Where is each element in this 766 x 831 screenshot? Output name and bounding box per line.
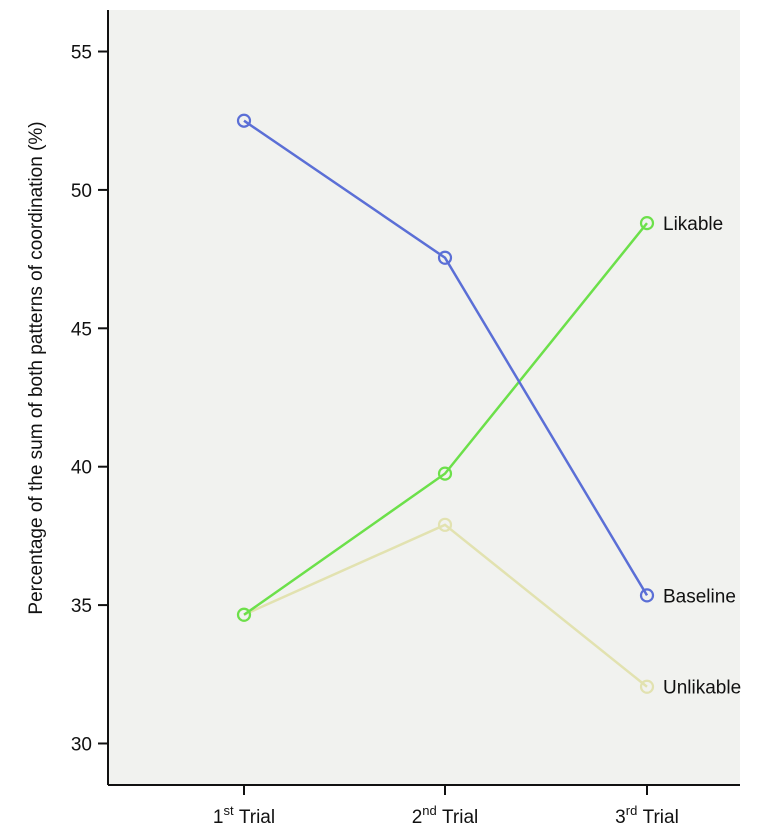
x-tick-label-word: Trial (637, 807, 679, 828)
data-point-likable (236, 607, 252, 622)
y-tick-label: 45 (71, 319, 92, 340)
series-labels: Baseline Likable Unlikable (663, 214, 741, 699)
x-tick-label: 1st Trial (213, 803, 275, 828)
x-tick-label-number: 1 (213, 807, 224, 828)
series-label-likable: Likable (663, 214, 723, 235)
y-tick-label: 35 (71, 596, 92, 617)
x-axis-ticks: 1st Trial 2nd Trial 3rd Trial (213, 785, 679, 828)
data-point-likable (437, 466, 453, 481)
series-label-baseline: Baseline (663, 586, 736, 607)
x-tick-label-number: 2 (412, 807, 423, 828)
data-point-likable (639, 216, 655, 231)
data-point-unlikable (437, 517, 453, 532)
y-axis-ticks: 30 35 40 45 50 55 (71, 43, 108, 755)
data-point-baseline (236, 113, 252, 128)
series-line-baseline (243, 119, 649, 597)
data-point-baseline (437, 250, 453, 265)
series-line-likable (243, 222, 648, 616)
x-tick-label-word: Trial (437, 807, 479, 828)
y-tick-label: 50 (71, 181, 92, 202)
series-line-unlikable (243, 523, 648, 688)
y-tick-label: 30 (71, 734, 92, 755)
data-point-unlikable (639, 679, 655, 694)
series-layer (236, 113, 655, 694)
y-axis-title: Percentage of the sum of both patterns o… (26, 121, 47, 614)
y-tick-label: 55 (71, 43, 92, 64)
x-tick-label: 2nd Trial (412, 803, 479, 828)
y-tick-label: 40 (71, 458, 92, 479)
x-tick-label-number: 3 (615, 807, 626, 828)
x-tick-label-ordinal: nd (422, 803, 436, 818)
plot-background (108, 10, 740, 785)
x-tick-label-word: Trial (234, 807, 276, 828)
series-label-unlikable: Unlikable (663, 678, 741, 699)
data-point-baseline (639, 588, 655, 603)
x-tick-label-ordinal: rd (626, 803, 638, 818)
x-tick-label-ordinal: st (223, 803, 234, 818)
x-tick-label: 3rd Trial (615, 803, 679, 828)
